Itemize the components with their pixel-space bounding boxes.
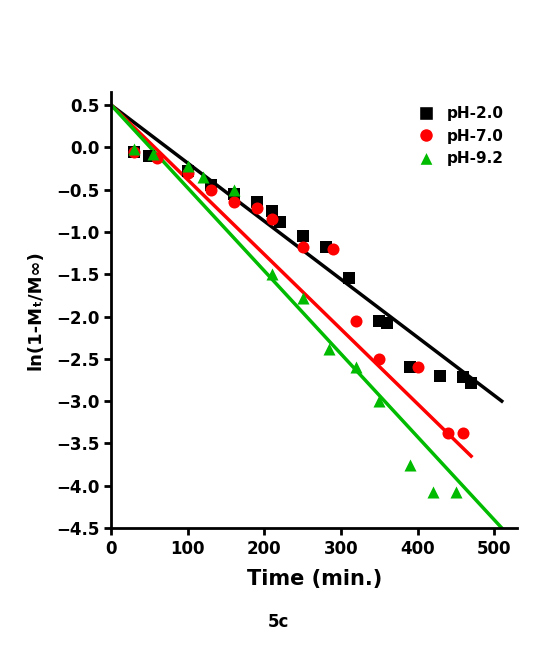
Point xyxy=(206,184,215,195)
Point xyxy=(206,180,215,191)
Point xyxy=(325,343,334,354)
X-axis label: Time (min.): Time (min.) xyxy=(246,569,382,589)
Point xyxy=(149,149,158,160)
Point xyxy=(321,242,330,253)
Point xyxy=(413,362,422,373)
Point xyxy=(459,372,468,383)
Point xyxy=(459,428,468,438)
Point xyxy=(405,459,414,470)
Y-axis label: ln(1-Mₜ/M∞): ln(1-Mₜ/M∞) xyxy=(27,250,45,370)
Point xyxy=(405,362,414,373)
Point xyxy=(153,152,162,163)
Point xyxy=(375,396,384,407)
Point xyxy=(436,370,445,381)
Text: 5c: 5c xyxy=(267,613,289,631)
Point xyxy=(275,216,284,227)
Point xyxy=(451,487,460,498)
Point xyxy=(444,428,453,438)
Point xyxy=(267,214,276,224)
Point xyxy=(298,231,307,242)
Point xyxy=(267,269,276,280)
Point xyxy=(130,147,138,157)
Point xyxy=(130,147,138,157)
Point xyxy=(329,244,337,254)
Point xyxy=(466,378,475,388)
Point xyxy=(229,197,238,208)
Point xyxy=(344,273,353,284)
Point xyxy=(229,184,238,195)
Point xyxy=(375,354,384,364)
Point xyxy=(298,242,307,253)
Point xyxy=(183,160,192,171)
Point xyxy=(130,144,138,154)
Point xyxy=(375,315,384,326)
Point xyxy=(198,172,207,182)
Point xyxy=(183,168,192,178)
Point xyxy=(298,292,307,303)
Point xyxy=(229,189,238,199)
Point xyxy=(352,362,361,373)
Point xyxy=(267,205,276,216)
Point xyxy=(383,318,391,329)
Point xyxy=(145,150,154,161)
Legend: pH-2.0, pH-7.0, pH-9.2: pH-2.0, pH-7.0, pH-9.2 xyxy=(405,100,509,172)
Point xyxy=(352,315,361,326)
Point xyxy=(252,203,261,214)
Point xyxy=(252,197,261,208)
Point xyxy=(183,166,192,176)
Point xyxy=(428,487,437,498)
